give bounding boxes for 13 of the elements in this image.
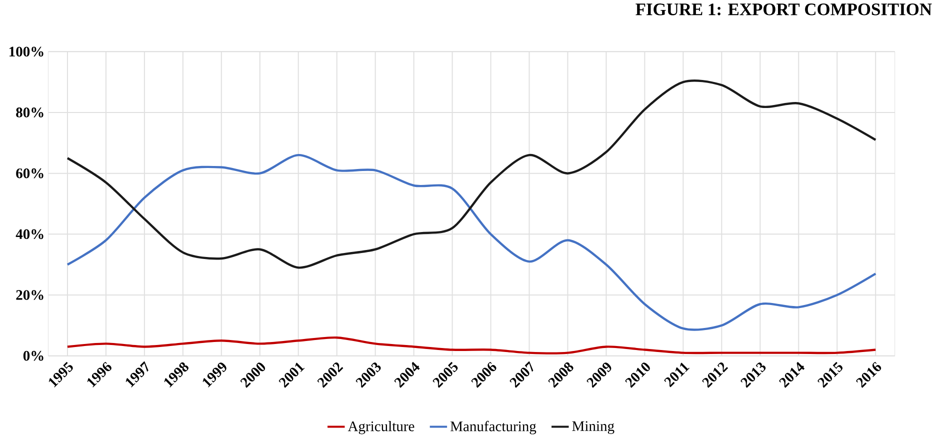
legend-label: Manufacturing xyxy=(450,421,536,434)
y-tick-label: 80% xyxy=(16,108,44,118)
y-tick-label: 40% xyxy=(16,229,44,240)
legend-label: Agriculture xyxy=(348,421,414,434)
legend-label: Mining xyxy=(572,421,614,434)
y-tick-label: 0% xyxy=(23,351,44,361)
y-tick-label: 60% xyxy=(16,168,44,178)
y-tick-label: 20% xyxy=(16,290,44,300)
line-series xyxy=(66,336,877,355)
line-series xyxy=(66,154,877,331)
chart-title: FIGURE 1: EXPORT COMPOSITION xyxy=(636,4,932,16)
x-tick-label: 2011 xyxy=(664,362,690,388)
y-tick-label: 100% xyxy=(10,46,44,57)
